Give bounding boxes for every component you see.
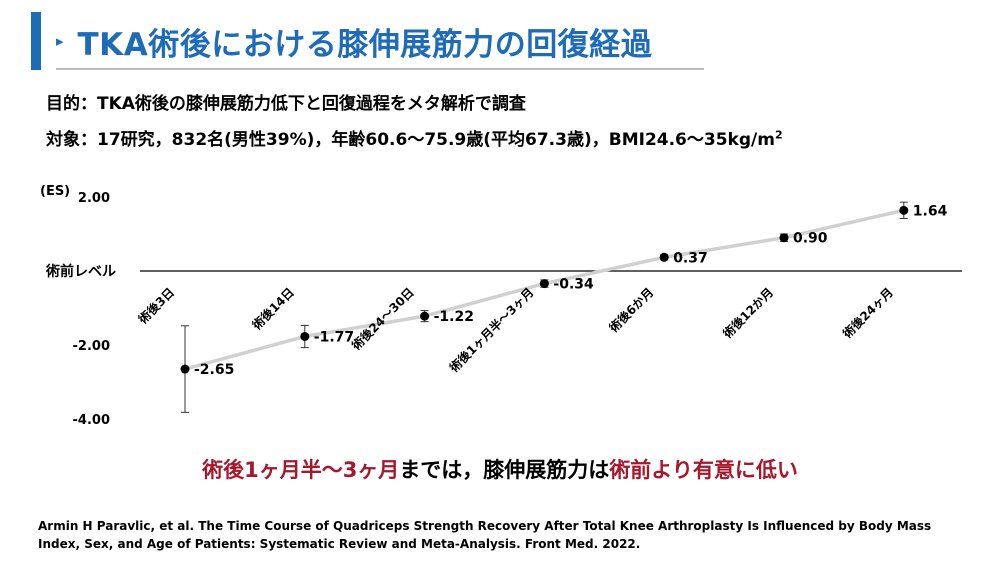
data-label: -1.77 bbox=[314, 329, 354, 345]
x-tick-label: 術後14日 bbox=[248, 285, 297, 334]
x-tick-label: 術後12か月 bbox=[719, 285, 776, 342]
y-axis-label: (ES) bbox=[40, 184, 70, 199]
citation-text: Armin H Paravlic, et al. The Time Course… bbox=[38, 519, 932, 551]
y-tick-label: 2.00 bbox=[78, 191, 110, 206]
conclusion-highlight-period: 術後1ヶ月半～3ヶ月 bbox=[202, 458, 400, 482]
data-label: -0.34 bbox=[553, 277, 594, 293]
data-point bbox=[420, 311, 430, 321]
baseline-label: 術前レベル bbox=[45, 263, 116, 280]
title-underline bbox=[56, 68, 704, 70]
data-label: 0.90 bbox=[793, 231, 828, 247]
data-point bbox=[779, 233, 789, 243]
x-tick-label: 術後24ヶ月 bbox=[839, 285, 896, 342]
title-accent-bar bbox=[31, 12, 41, 70]
x-tick-label: 術後6か月 bbox=[605, 285, 656, 336]
slide-title-text: TKA術後における膝伸展筋力の回復経過 bbox=[77, 26, 653, 63]
data-label: 1.64 bbox=[913, 203, 948, 219]
conclusion-text: 術後1ヶ月半～3ヶ月までは，膝伸展筋力は術前より有意に低い bbox=[0, 454, 1000, 484]
x-tick-label: 術後3日 bbox=[134, 285, 177, 328]
data-point bbox=[899, 205, 909, 215]
y-tick-label: -2.00 bbox=[73, 339, 110, 354]
subjects-text: 対象：17研究，832名(男性39%)，年齢60.6～75.9歳(平均67.3歳… bbox=[46, 125, 783, 150]
conclusion-highlight-result: 術前より有意に低い bbox=[609, 458, 798, 482]
purpose-text: 目的：TKA術後の膝伸展筋力低下と回復過程をメタ解析で調査 bbox=[46, 94, 526, 114]
subjects-main: 対象：17研究，832名(男性39%)，年齢60.6～75.9歳(平均67.3歳… bbox=[46, 130, 775, 150]
data-point bbox=[659, 252, 669, 262]
data-label: -2.65 bbox=[194, 362, 234, 378]
data-point bbox=[539, 279, 549, 289]
data-point bbox=[300, 331, 310, 341]
slide-title: ▸ TKA術後における膝伸展筋力の回復経過 bbox=[56, 14, 700, 68]
y-tick-label: -4.00 bbox=[73, 413, 110, 428]
data-point bbox=[180, 364, 190, 374]
data-label: 0.37 bbox=[673, 250, 708, 266]
data-label: -1.22 bbox=[434, 309, 474, 325]
conclusion-middle: までは，膝伸展筋力は bbox=[399, 458, 610, 482]
title-marker-icon: ▸ bbox=[56, 32, 64, 50]
subjects-superscript: 2 bbox=[774, 128, 783, 142]
